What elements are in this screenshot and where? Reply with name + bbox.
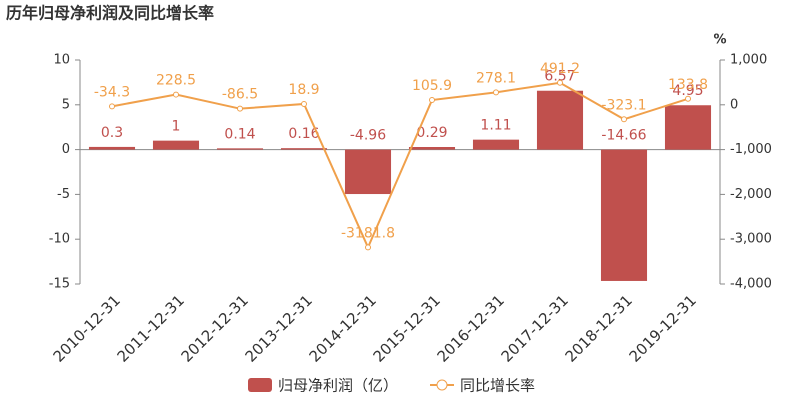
bar-value-label: 6.57	[544, 69, 575, 85]
x-tick-label: 2018-12-31	[562, 291, 636, 365]
line-value-label: 18.9	[288, 82, 319, 98]
bar	[472, 139, 520, 150]
y2-tick-label: 0	[730, 97, 738, 112]
bar-value-label: 0.16	[288, 126, 319, 142]
line-point	[365, 244, 371, 251]
bar	[88, 146, 136, 150]
line-point	[237, 105, 243, 112]
x-tick-label: 2010-12-31	[50, 291, 124, 365]
bar-value-label: 1	[172, 119, 181, 135]
line-point	[621, 116, 627, 123]
y2-tick-label: -2,000	[730, 187, 772, 202]
line-point	[429, 97, 435, 104]
x-tick-label: 2017-12-31	[498, 291, 572, 365]
legend-swatch	[436, 379, 448, 391]
y-tick-label: 10	[53, 53, 70, 68]
x-tick-label: 2014-12-31	[306, 291, 380, 365]
y-tick-label: -15	[49, 277, 70, 292]
line-point	[493, 89, 499, 96]
y-tick-label: -5	[57, 187, 70, 202]
legend-label: 同比增长率	[460, 377, 535, 395]
bar	[280, 148, 328, 150]
line-value-label: 228.5	[156, 73, 196, 89]
x-tick-label: 2015-12-31	[370, 291, 444, 365]
line-value-label: -3181.8	[341, 225, 395, 241]
bar	[216, 148, 264, 150]
line-value-label: 278.1	[476, 70, 516, 86]
line-point	[685, 95, 691, 102]
bar	[664, 105, 712, 150]
y-tick-label: 5	[62, 97, 70, 112]
bar-value-label: 4.95	[672, 83, 703, 99]
line-point	[301, 100, 307, 107]
line-point	[173, 91, 179, 98]
bar-value-label: 0.14	[224, 126, 255, 142]
bar	[600, 149, 648, 281]
x-tick-label: 2016-12-31	[434, 291, 508, 365]
bar-value-label: 0.29	[416, 125, 447, 141]
y-tick-label: 0	[62, 142, 70, 157]
line-point	[557, 79, 563, 86]
bar-value-label: -14.66	[601, 128, 646, 144]
line-value-label: 105.9	[412, 78, 452, 94]
line-value-label: -323.1	[601, 97, 646, 113]
line-value-label: -34.3	[94, 84, 130, 100]
line	[111, 81, 689, 250]
legend-swatch	[248, 378, 272, 392]
y2-tick-label: 1,000	[730, 53, 767, 68]
bar-value-label: -4.96	[350, 128, 386, 144]
chart-title: 历年归母净利润及同比增长率	[6, 4, 214, 23]
x-tick-label: 2019-12-31	[626, 291, 700, 365]
line-value-label: -86.5	[222, 87, 258, 103]
legend-label: 归母净利润（亿）	[278, 377, 398, 395]
bar	[536, 90, 584, 150]
x-tick-label: 2011-12-31	[114, 291, 188, 365]
bar	[152, 140, 200, 150]
line-point	[109, 103, 115, 110]
line-value-label: 491.2	[540, 61, 580, 77]
y-tick-label: -10	[49, 232, 70, 247]
x-tick-label: 2012-12-31	[178, 291, 252, 365]
bar	[408, 147, 456, 150]
y2-unit: %	[713, 33, 726, 48]
y2-tick-label: -1,000	[730, 142, 772, 157]
y2-tick-label: -3,000	[730, 232, 772, 247]
y2-tick-label: -4,000	[730, 277, 772, 292]
bar-value-label: 0.3	[101, 125, 123, 141]
bar	[344, 149, 392, 195]
x-tick-label: 2013-12-31	[242, 291, 316, 365]
line-value-label: 133.8	[668, 77, 708, 93]
bar-value-label: 1.11	[480, 118, 511, 134]
